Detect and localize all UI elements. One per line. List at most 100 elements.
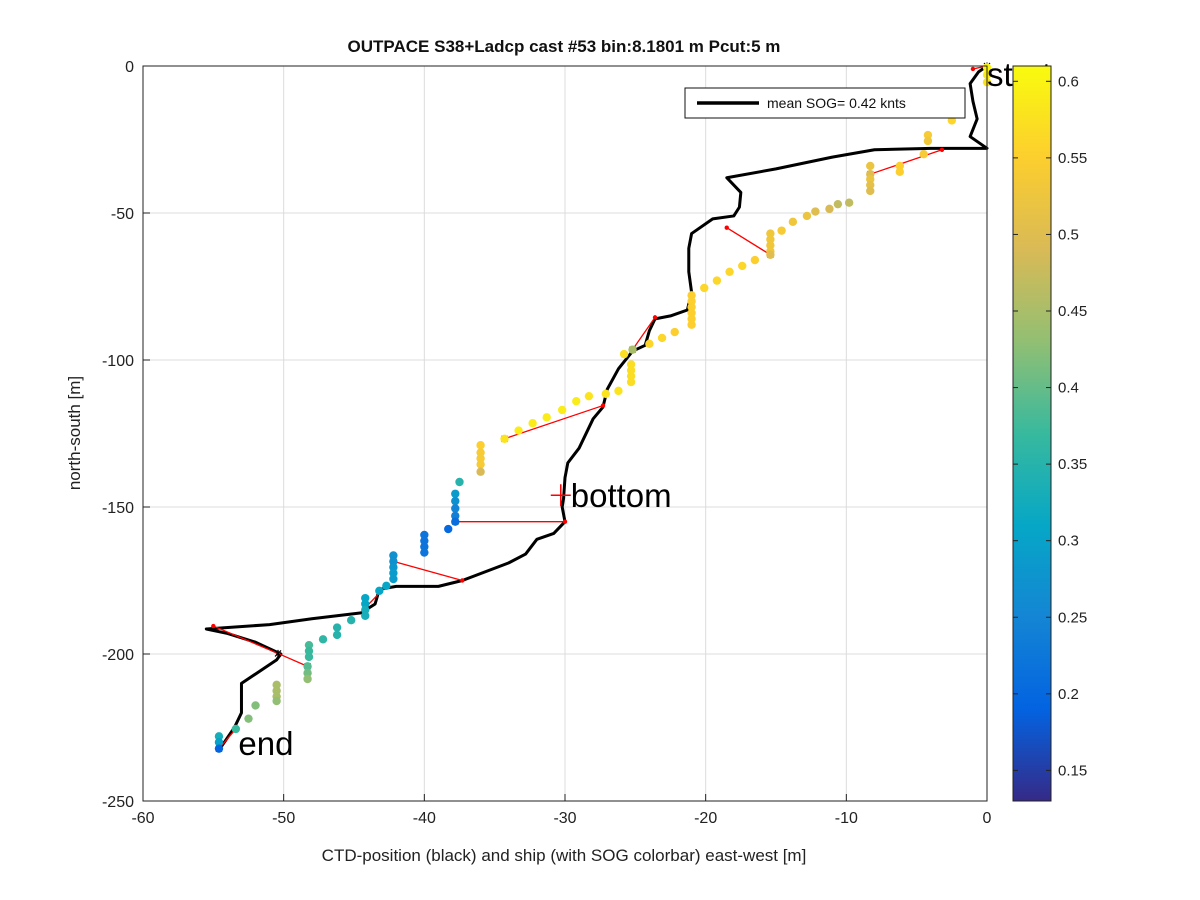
ship-point — [251, 701, 260, 710]
ship-point — [687, 297, 696, 306]
ship-point — [389, 563, 398, 572]
ship-point — [304, 652, 314, 662]
ship-point — [389, 568, 398, 578]
legend: mean SOG= 0.42 knts — [684, 87, 966, 119]
ship-point — [303, 674, 312, 684]
colorbar-tick-label: 0.4 — [1058, 380, 1079, 397]
ship-point — [476, 467, 485, 476]
ctd-ship-link — [393, 560, 463, 582]
ctd-marker — [652, 315, 658, 320]
x-tick-label: -50 — [272, 810, 295, 827]
ship-point — [244, 714, 253, 723]
x-tick-label: -20 — [694, 810, 717, 827]
ship-point — [304, 646, 314, 656]
colorbar-gradient — [1012, 65, 1052, 802]
ship-point — [777, 226, 786, 235]
ship-marker — [274, 649, 282, 657]
ship-point — [272, 686, 281, 695]
ship-point — [318, 635, 328, 644]
ship-point — [451, 496, 460, 506]
ctd-ship-link — [218, 728, 237, 750]
ship-point — [766, 235, 775, 244]
ctd-marker — [211, 623, 216, 629]
ship-point — [919, 150, 928, 159]
ship-point — [687, 308, 696, 318]
ship-point — [895, 167, 904, 177]
colorbar-tick-label: 0.2 — [1058, 686, 1079, 703]
y-tick-label: 0 — [125, 59, 134, 76]
ctd-ship-link — [870, 149, 943, 175]
ship-point — [700, 283, 709, 293]
colorbar: 0.6 0.55 0.5 0.45 0.4 0.35 0.3 0.25 0.2 0.15 — [1012, 65, 1087, 802]
ship-point — [825, 204, 834, 214]
ship-point — [657, 333, 667, 343]
ship-point — [514, 426, 523, 435]
ship-point — [557, 405, 567, 415]
chart-title: OUTPACE S38+Ladcp cast #53 bin:8.1801 m … — [348, 37, 781, 56]
x-tick-label: -30 — [553, 810, 576, 827]
ship-point — [895, 161, 904, 171]
ship-point — [361, 605, 370, 615]
ship-point — [272, 696, 281, 706]
x-tick-label: -60 — [131, 810, 154, 827]
ship-point — [725, 267, 734, 276]
colorbar-tick-label: 0.3 — [1058, 533, 1079, 550]
ctd-marker — [460, 578, 465, 583]
ship-point — [444, 524, 453, 534]
ship-point — [451, 489, 460, 498]
annotation-end: end — [238, 725, 293, 762]
ship-point — [389, 557, 398, 566]
grid — [142, 65, 988, 802]
ship-point — [455, 477, 464, 487]
ship-point — [361, 593, 370, 603]
ship-point — [214, 744, 224, 753]
x-tick-label: -10 — [835, 810, 858, 827]
ship-point — [375, 586, 384, 595]
ship-point — [361, 611, 370, 620]
ship-point — [303, 662, 312, 671]
y-axis-label: north-south [m] — [65, 376, 84, 490]
ship-point — [476, 441, 485, 450]
colorbar-tick-label: 0.45 — [1058, 303, 1087, 320]
ship-point — [687, 314, 696, 324]
ship-point — [628, 345, 637, 354]
ship-point — [802, 211, 812, 221]
ship-point — [420, 536, 429, 546]
ship-point — [866, 161, 875, 171]
ship-point — [626, 366, 636, 375]
ship-point — [420, 542, 429, 551]
ship-point — [866, 174, 875, 184]
ship-point — [670, 327, 679, 337]
x-axis-label: CTD-position (black) and ship (with SOG … — [322, 846, 807, 865]
ship-point — [766, 229, 775, 238]
legend-label: mean SOG= 0.42 knts — [767, 95, 906, 111]
ship-point — [476, 454, 485, 463]
ship-point — [687, 291, 696, 300]
colorbar-ticks: 0.6 0.55 0.5 0.45 0.4 0.35 0.3 0.25 0.2 0.15 — [1013, 73, 1087, 779]
ship-point — [420, 530, 429, 540]
ship-point — [923, 136, 933, 146]
colorbar-tick-label: 0.6 — [1058, 73, 1079, 90]
ship-point — [346, 615, 356, 625]
ship-point — [389, 574, 398, 584]
ship-point — [645, 339, 654, 349]
colorbar-tick-label: 0.15 — [1058, 762, 1087, 779]
ship-point — [626, 360, 636, 369]
ctd-ship-link — [631, 316, 656, 351]
ship-point — [272, 680, 281, 690]
ship-point — [389, 551, 398, 560]
ship-point — [451, 511, 460, 521]
ctd-marker — [939, 147, 945, 152]
ctd-ship-link — [213, 625, 279, 655]
ship-point — [811, 207, 820, 216]
ship-point — [332, 630, 342, 640]
ship-point — [687, 320, 696, 329]
ship-point — [231, 724, 241, 734]
colorbar-tick-label: 0.35 — [1058, 456, 1087, 473]
ctd-marker — [600, 403, 606, 408]
colorbar-tick-label: 0.55 — [1058, 150, 1087, 167]
ship-point — [866, 180, 875, 190]
ship-point — [687, 302, 696, 312]
colorbar-tick-label: 0.25 — [1058, 609, 1087, 626]
